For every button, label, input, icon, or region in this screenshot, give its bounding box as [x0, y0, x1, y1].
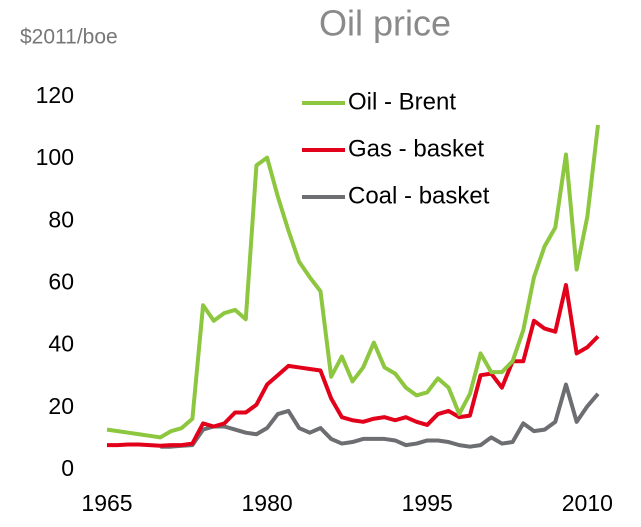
legend-label: Oil - Brent: [348, 88, 456, 115]
y-tick-label: 20: [48, 393, 74, 419]
x-tick-label: 1995: [402, 490, 453, 516]
x-tick-label: 2010: [562, 490, 613, 516]
chart-title: Oil price: [319, 3, 451, 44]
x-tick-label: 1965: [81, 490, 132, 516]
y-tick-label: 60: [48, 269, 74, 295]
y-tick-label: 40: [48, 331, 74, 357]
y-tick-label: 0: [61, 455, 74, 481]
legend-label: Coal - basket: [348, 182, 490, 209]
y-tick-label: 120: [36, 82, 74, 108]
series-line: [107, 283, 600, 448]
y-tick-label: 80: [48, 206, 74, 232]
x-tick-label: 1980: [242, 490, 293, 516]
series-line: [160, 382, 600, 449]
y-axis-label: $2011/boe: [20, 26, 118, 49]
series-line: [106, 124, 600, 440]
y-tick-label: 100: [36, 144, 74, 170]
legend-label: Gas - basket: [348, 135, 484, 162]
